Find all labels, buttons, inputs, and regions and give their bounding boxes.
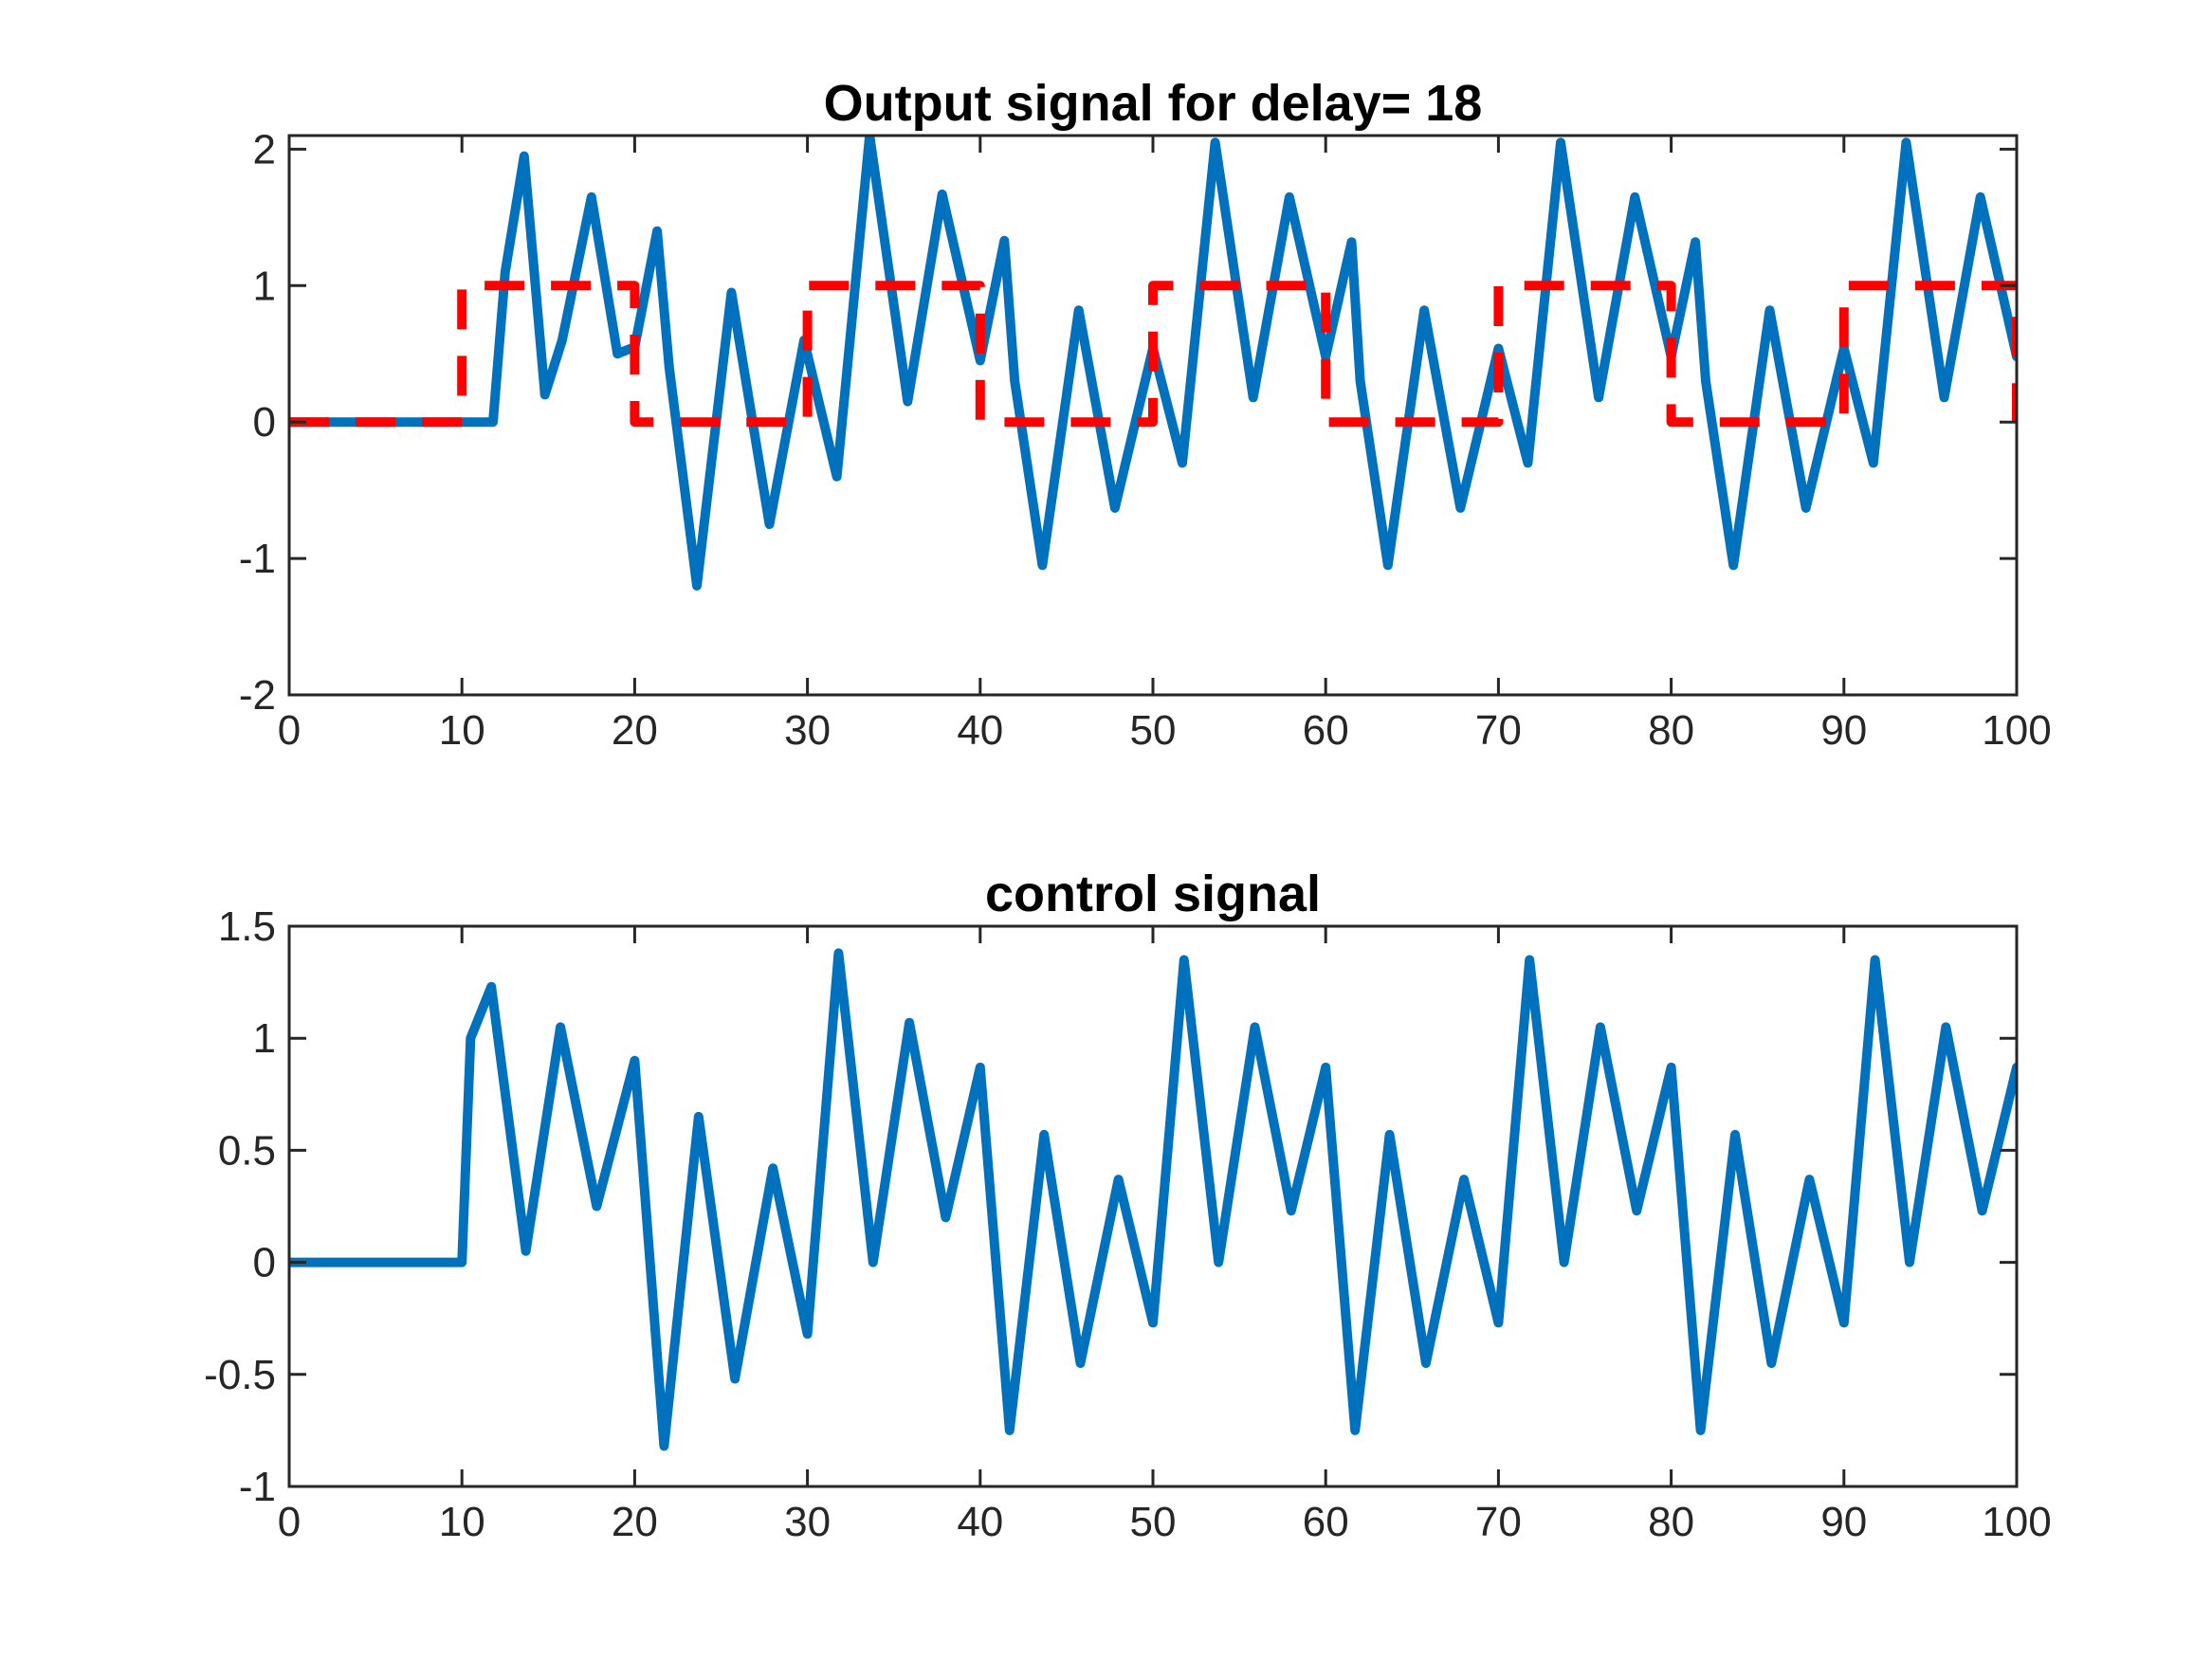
- output-signal-ytick-label: -2: [239, 672, 276, 719]
- control-signal-xtick-label: 50: [1130, 1499, 1177, 1545]
- control-signal-ytick-label: 0: [253, 1240, 276, 1286]
- control-signal-plot: 0 10 20 30 40 50 60 70 80 90 100 -1 -0.5 0 0.5 1 1.5 con…: [204, 866, 2052, 1545]
- output-signal-xtick-label: 90: [1820, 707, 1867, 754]
- control-signal-xtick-label: 60: [1303, 1499, 1349, 1545]
- control-signal-ytick-label: 1: [253, 1015, 276, 1062]
- control-signal-xtick-label: 30: [784, 1499, 831, 1545]
- control-signal-xtick-label: 0: [278, 1499, 301, 1545]
- output-signal-ytick-label: -1: [239, 536, 276, 582]
- control-signal-xtick-label: 90: [1820, 1499, 1867, 1545]
- output-signal-series-reference-line: [289, 281, 2017, 428]
- output-signal-xtick-label: 50: [1130, 707, 1177, 754]
- output-signal-ytick-label: 2: [253, 126, 276, 173]
- control-signal-xtick-label: 100: [1982, 1499, 2051, 1545]
- output-signal-xtick-label: 10: [439, 707, 485, 754]
- control-signal-ytick-label: 1.5: [218, 903, 276, 950]
- control-signal-xtick-label: 10: [439, 1499, 485, 1545]
- control-signal-series-layer: [289, 948, 2017, 1451]
- output-signal-xtick-label: 30: [784, 707, 831, 754]
- output-signal-xtick-label: 20: [612, 707, 658, 754]
- output-signal-xtick-label: 100: [1982, 707, 2051, 754]
- output-signal-ticks: 0 10 20 30 40 50 60 70 80 90 100 -2 -1 0 1 2: [239, 126, 2052, 754]
- output-signal-xtick-label: 60: [1303, 707, 1349, 754]
- output-signal-xtick-label: 40: [957, 707, 1003, 754]
- output-signal-plot: 0 10 20 30 40 50 60 70 80 90 100 -2 -1 0 1 2 Output sig…: [239, 75, 2052, 754]
- output-signal-ytick-label: 0: [253, 399, 276, 446]
- output-signal-xtick-label: 0: [278, 707, 301, 754]
- output-signal-xtick-label: 80: [1648, 707, 1694, 754]
- control-signal-ticks: 0 10 20 30 40 50 60 70 80 90 100 -1 -0.5 0 0.5 1 1.5: [204, 903, 2052, 1545]
- output-signal-ytick-label: 1: [253, 263, 276, 309]
- control-signal-ytick-label: -0.5: [204, 1352, 276, 1398]
- control-signal-title: control signal: [985, 866, 1321, 922]
- control-signal-ytick-label: -1: [239, 1464, 276, 1510]
- control-signal-series-line: [289, 948, 2017, 1451]
- output-signal-title: Output signal for delay= 18: [824, 75, 1483, 132]
- control-signal-xtick-label: 20: [612, 1499, 658, 1545]
- control-signal-xtick-label: 40: [957, 1499, 1003, 1545]
- control-signal-xtick-label: 70: [1475, 1499, 1522, 1545]
- control-signal-xtick-label: 80: [1648, 1499, 1694, 1545]
- output-signal-xtick-label: 70: [1475, 707, 1522, 754]
- output-signal-series-layer: [289, 136, 2017, 591]
- output-signal-series-line: [289, 136, 2017, 591]
- control-signal-ytick-label: 0.5: [218, 1127, 276, 1174]
